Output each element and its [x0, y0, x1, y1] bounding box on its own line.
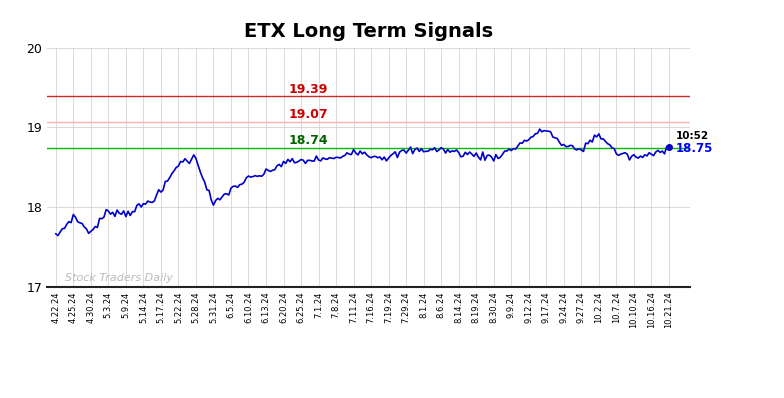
Text: 18.74: 18.74 [289, 135, 328, 148]
Text: Stock Traders Daily: Stock Traders Daily [64, 273, 172, 283]
Text: 10:52: 10:52 [676, 131, 709, 141]
Text: 19.39: 19.39 [289, 83, 328, 96]
Title: ETX Long Term Signals: ETX Long Term Signals [244, 21, 493, 41]
Text: 19.07: 19.07 [289, 108, 328, 121]
Text: 18.75: 18.75 [676, 142, 713, 155]
